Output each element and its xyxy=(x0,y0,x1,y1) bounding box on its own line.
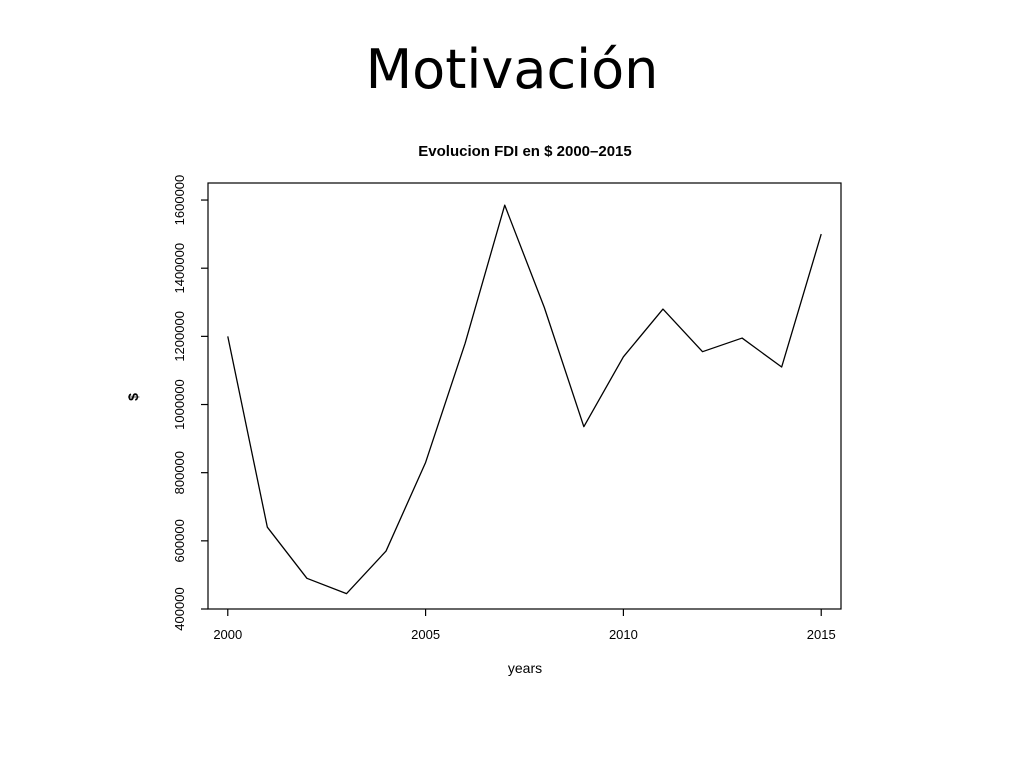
x-tick-label: 2015 xyxy=(807,627,836,642)
y-tick-label: 1600000 xyxy=(172,175,187,226)
x-tick-label: 2000 xyxy=(213,627,242,642)
series-line xyxy=(227,204,822,595)
y-tick-label: 1000000 xyxy=(172,379,187,430)
y-axis-label: $ xyxy=(125,393,141,401)
y-tick-label: 800000 xyxy=(172,451,187,494)
x-axis-label: years xyxy=(508,660,542,676)
y-axis: 400000 600000 800000 1000000 1200000 1400000 1… xyxy=(172,175,208,631)
x-axis: 2000 2005 2010 2015 xyxy=(213,609,836,642)
y-tick-label: 1200000 xyxy=(172,311,187,362)
y-tick-label: 400000 xyxy=(172,587,187,630)
y-tick-label: 1400000 xyxy=(172,243,187,294)
x-tick-label: 2010 xyxy=(609,627,638,642)
plot-frame xyxy=(207,182,842,610)
slide-title: Motivación xyxy=(365,38,659,101)
chart-title: Evolucion FDI en $ 2000–2015 xyxy=(418,143,631,160)
series-layer xyxy=(227,204,822,595)
y-tick-label: 600000 xyxy=(172,519,187,562)
x-tick-label: 2005 xyxy=(411,627,440,642)
